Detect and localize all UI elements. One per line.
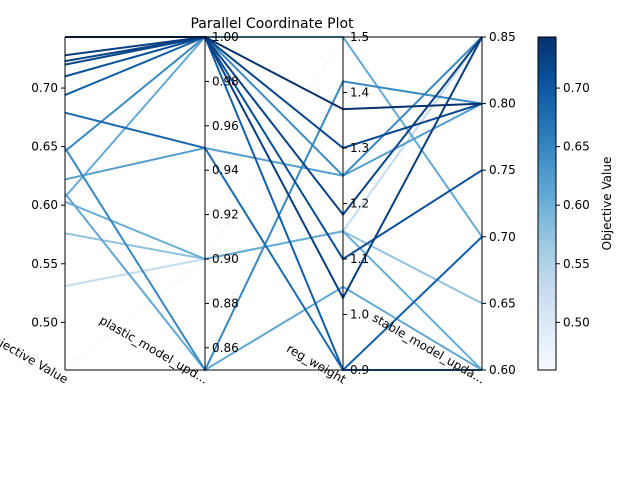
tick-label: 0.98 <box>212 74 239 88</box>
data-line <box>64 35 483 150</box>
colorbar-label: Objective Value <box>600 157 614 251</box>
colorbar-tick-label: 0.55 <box>563 257 590 271</box>
colorbar-tick-label: 0.60 <box>563 198 590 212</box>
tick-label: 0.70 <box>31 81 58 95</box>
tick-label: 1.3 <box>350 141 369 155</box>
axis-label: plastic_model_upd... <box>97 313 210 387</box>
colorbar-tick-label: 0.65 <box>563 140 590 154</box>
tick-label: 0.9 <box>350 363 369 377</box>
tick-label: 0.60 <box>489 363 516 377</box>
tick-label: 0.96 <box>212 119 239 133</box>
data-line <box>64 230 483 305</box>
tick-label: 0.75 <box>489 163 516 177</box>
tick-label: 1.2 <box>350 197 369 211</box>
data-lines <box>64 35 483 373</box>
colorbar-tick-label: 0.70 <box>563 81 590 95</box>
tick-label: 0.86 <box>212 341 239 355</box>
tick-label: 1.00 <box>212 30 239 44</box>
colorbar-gradient <box>537 36 557 371</box>
tick-label: 0.90 <box>212 252 239 266</box>
axis-label: stable_model_upda... <box>370 311 488 387</box>
tick-label: 0.55 <box>31 257 58 271</box>
data-line <box>64 35 483 261</box>
tick-label: 1.0 <box>350 308 369 322</box>
data-line <box>64 35 483 372</box>
tick-label: 0.70 <box>489 230 516 244</box>
tick-label: 0.80 <box>489 97 516 111</box>
tick-label: 0.92 <box>212 208 239 222</box>
data-line <box>64 35 483 300</box>
data-line <box>64 80 483 373</box>
data-line <box>64 35 483 217</box>
colorbar-tick-label: 0.50 <box>563 315 590 329</box>
tick-label: 0.60 <box>31 198 58 212</box>
tick-label: 0.94 <box>212 163 239 177</box>
data-line <box>64 102 483 181</box>
tick-label: 1.4 <box>350 86 369 100</box>
tick-label: 0.65 <box>31 140 58 154</box>
tick-label: 0.88 <box>212 296 239 310</box>
data-line <box>64 200 483 371</box>
tick-label: 0.50 <box>31 315 58 329</box>
tick-label: 0.85 <box>489 30 516 44</box>
chart-title: Parallel Coordinate Plot <box>190 16 354 32</box>
tick-label: 0.65 <box>489 296 516 310</box>
tick-label: 1.1 <box>350 252 369 266</box>
data-line <box>64 192 483 372</box>
axis-label: Objective Value <box>0 328 71 387</box>
colorbar: Objective Value 0.50 0.55 0.60 0.65 0.70 <box>537 36 614 371</box>
tick-label: 1.5 <box>350 30 369 44</box>
